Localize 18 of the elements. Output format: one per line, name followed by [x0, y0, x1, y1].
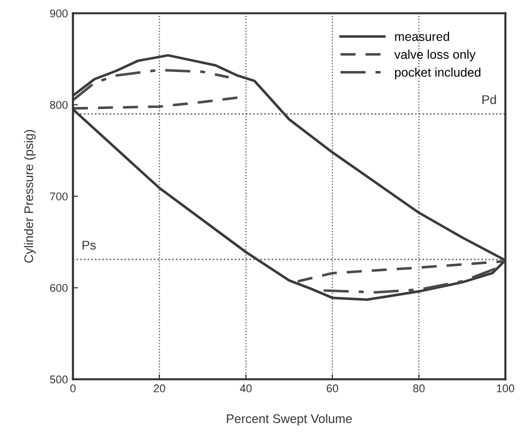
x-tick-label: 20: [154, 384, 166, 392]
ref-line-label: Ps: [82, 240, 96, 250]
legend-label: measured: [395, 32, 450, 41]
x-tick-label: 60: [326, 384, 338, 392]
y-tick-label: 500: [50, 376, 68, 384]
y-tick-label: 700: [50, 192, 68, 200]
y-tick-label: 600: [50, 284, 68, 292]
legend-label: pocket included: [395, 68, 480, 80]
y-tick-label: 800: [50, 101, 68, 109]
x-tick-label: 100: [496, 384, 514, 392]
x-tick-label: 40: [240, 384, 252, 392]
x-axis-title: Percent Swept Volume: [226, 414, 352, 426]
y-axis-title: Cylinder Pressure (psig): [24, 130, 36, 263]
y-tick-label: 900: [50, 9, 68, 18]
x-tick-label: 0: [70, 384, 76, 392]
x-tick-label: 80: [413, 384, 425, 392]
ref-line-label: Pd: [482, 94, 496, 104]
legend-label: valve loss only: [394, 50, 476, 62]
